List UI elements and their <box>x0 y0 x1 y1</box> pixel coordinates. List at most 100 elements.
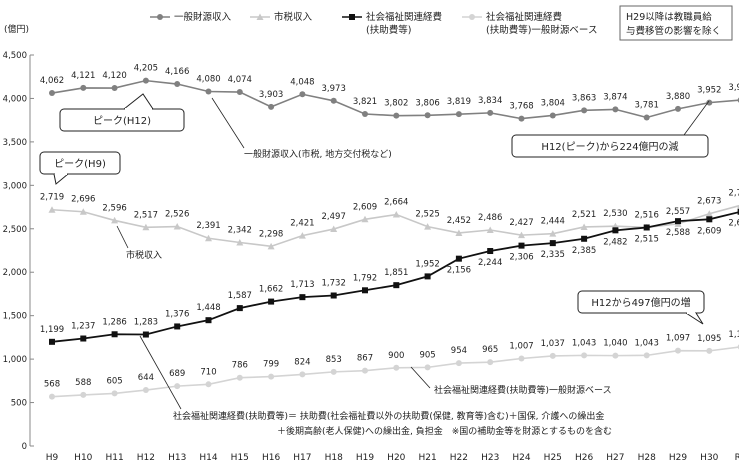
data-label: 2,306 <box>509 253 533 263</box>
data-label: 3,903 <box>259 90 283 100</box>
data-label: 2,515 <box>635 234 659 244</box>
x-tick-label: H28 <box>638 453 656 463</box>
data-label: 2,609 <box>697 226 721 236</box>
peak-h9-callout-pointer <box>53 173 69 185</box>
x-tick-label: H25 <box>544 453 562 463</box>
data-point <box>330 292 337 299</box>
data-point <box>142 331 149 338</box>
x-tick-label: H24 <box>512 453 530 463</box>
data-point <box>236 239 244 246</box>
data-label: 2,516 <box>635 210 659 220</box>
legend-label: 市税収入 <box>274 11 313 23</box>
legend-note-box <box>619 5 733 41</box>
data-point <box>737 208 739 215</box>
data-point <box>675 218 681 225</box>
data-point <box>49 393 55 400</box>
data-point <box>330 368 337 375</box>
x-tick-label: H20 <box>387 453 405 463</box>
data-point <box>174 383 181 390</box>
series-layer: 4,062 4,121 4,120 4,205 4,166 4,080 4,074 3,903… <box>40 64 739 400</box>
data-point <box>393 112 400 119</box>
series-1: 4,062 4,121 4,120 4,205 4,166 4,080 4,074 3,903… <box>40 64 739 122</box>
legend-label: 社会福祉関連経費 <box>486 11 562 23</box>
peak-h12-label: ピーク(H12) <box>93 115 151 127</box>
data-label: 2,770 <box>728 188 739 198</box>
data-point <box>205 234 212 242</box>
y-tick-label: 1,500 <box>3 312 27 322</box>
data-label: 3,781 <box>635 100 659 110</box>
y-axis-unit: (億円) <box>4 23 29 35</box>
data-point <box>298 232 306 239</box>
data-point <box>299 371 306 378</box>
legend-note-line-2: 与費移管の影響を除く <box>626 25 721 37</box>
data-label: 568 <box>44 380 60 390</box>
data-label: 1,095 <box>697 334 721 344</box>
data-label: 3,806 <box>415 98 439 108</box>
definition-leader <box>139 335 182 410</box>
data-label: 2,444 <box>541 217 565 227</box>
data-label: 1,376 <box>165 309 189 319</box>
data-point <box>612 106 619 113</box>
y-tick-label: 2,500 <box>3 225 27 235</box>
data-label: 588 <box>75 378 91 388</box>
data-point <box>424 273 431 280</box>
data-point <box>49 90 55 97</box>
increase-note-box <box>577 290 705 314</box>
data-point <box>706 347 713 354</box>
data-point <box>424 223 432 230</box>
legend-label: 一般財源収入 <box>174 11 232 23</box>
data-label: 2,342 <box>228 226 252 236</box>
data-label: 1,199 <box>40 325 64 335</box>
data-point <box>612 227 619 234</box>
legend-item: 一般財源収入 <box>150 11 232 23</box>
series-2: 2,719 2,696 2,596 2,517 2,526 2,391 2,342 2,298… <box>40 188 739 250</box>
data-point <box>675 347 681 354</box>
y-tick-label: 4,000 <box>3 94 27 104</box>
series-3: 1,199 1,237 1,286 1,283 1,376 1,448 1,587 1,662… <box>40 208 739 345</box>
x-tick-label: H19 <box>356 453 374 463</box>
general-revenue-leader <box>211 97 245 149</box>
y-tick-label: 3,000 <box>3 181 27 191</box>
data-label: 905 <box>419 350 435 360</box>
data-label: 2,156 <box>447 266 471 276</box>
data-label: 1,713 <box>290 280 314 290</box>
x-tick-label: H13 <box>168 453 186 463</box>
data-label: 954 <box>451 346 467 356</box>
data-label: 1,237 <box>71 322 95 332</box>
data-label: 1,732 <box>322 279 346 289</box>
data-label: 3,981 <box>728 83 739 93</box>
data-point <box>330 225 338 233</box>
data-label: 824 <box>294 357 310 367</box>
data-point <box>111 216 119 224</box>
data-point <box>581 235 588 242</box>
city-tax-leader <box>116 225 129 249</box>
data-label: 786 <box>232 361 248 371</box>
data-point <box>267 242 275 250</box>
data-label: 1,007 <box>509 342 533 352</box>
data-point <box>518 231 525 239</box>
data-label: 3,863 <box>572 93 596 103</box>
data-label: 3,821 <box>353 97 377 107</box>
data-label: 1,587 <box>228 291 252 301</box>
drop-note-leader <box>683 100 710 136</box>
data-point <box>268 298 275 305</box>
data-label: 1,662 <box>259 285 283 295</box>
data-point <box>643 114 650 121</box>
y-tick-label: 0 <box>22 442 27 452</box>
x-tick-label: H10 <box>74 453 92 463</box>
data-label: 2,244 <box>478 258 502 268</box>
data-point <box>299 91 306 98</box>
y-axis-ticks: 0 500 1,000 1,500 2,000 2,500 3,000 3,500 4,000 4… <box>3 51 34 452</box>
general-revenue-note: 一般財源収入(市税, 地方交付税など) <box>244 148 392 160</box>
data-point <box>518 242 525 249</box>
data-point <box>299 294 306 301</box>
x-tick-label: H15 <box>231 453 249 463</box>
x-axis-ticks: H9 H10 H11 H12 H13 H14 H15 H16 H17 H18 H19 H20 H21 H2… <box>46 453 739 463</box>
definition-line-1: 社会福祉関連経費(扶助費等)＝ 扶助費(社会福祉費以外の扶助費(保健, 教育等)… <box>173 410 604 422</box>
data-point <box>424 364 431 371</box>
data-label: 1,283 <box>134 318 158 328</box>
y-tick-label: 1,000 <box>3 355 27 365</box>
data-label: 4,074 <box>228 75 252 85</box>
data-point <box>455 229 463 236</box>
